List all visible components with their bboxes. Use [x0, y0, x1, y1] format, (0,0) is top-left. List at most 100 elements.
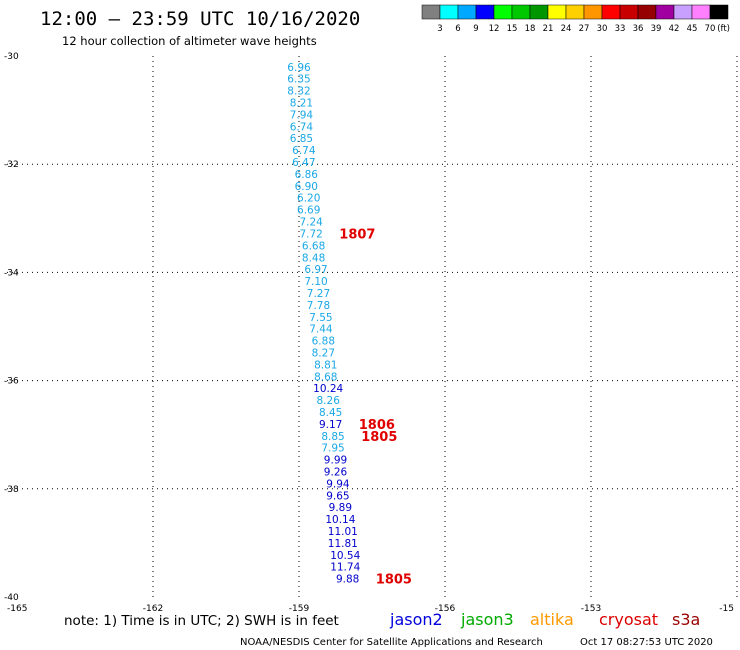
color-scale-label: 18 — [525, 24, 536, 34]
color-swatch — [475, 4, 495, 20]
wave-height-label: 8.32 — [287, 86, 310, 98]
footer-credit: NOAA/NESDIS Center for Satellite Applica… — [240, 637, 543, 648]
grid-lines — [7, 56, 738, 597]
wave-height-label: 8.48 — [302, 252, 325, 264]
color-swatch — [547, 4, 567, 20]
color-scale-label: 21 — [543, 24, 554, 34]
wave-height-label: 6.20 — [297, 193, 320, 205]
time-annotation: 1807 — [339, 227, 375, 242]
wave-height-label: 6.68 — [302, 240, 325, 252]
wave-height-label: 8.85 — [321, 431, 344, 443]
color-scale-label: 3 — [437, 24, 442, 34]
wave-height-label: 8.26 — [317, 395, 341, 407]
x-tick-label: -156 — [435, 604, 456, 614]
wave-height-label: 6.88 — [312, 336, 335, 348]
x-tick-label: -162 — [143, 604, 163, 614]
satellite-legend-s3a: s3a — [672, 610, 700, 629]
wave-height-label: 6.69 — [297, 205, 320, 217]
wave-height-label: 8.81 — [314, 359, 337, 371]
color-swatch — [655, 4, 675, 20]
wave-height-label: 6.85 — [290, 133, 313, 145]
time-annotation: 1806 — [359, 418, 395, 433]
color-swatch — [691, 4, 711, 20]
wave-height-label: 11.01 — [328, 526, 358, 538]
color-scale-label: 45 — [687, 24, 698, 34]
color-scale-label: 6 — [455, 24, 460, 34]
wave-height-label: 9.89 — [329, 502, 352, 514]
satellite-legend-jason2: jason2 — [389, 610, 443, 629]
color-scale-label: 9 — [473, 24, 478, 34]
note-text: note: 1) Time is in UTC; 2) SWH is in fe… — [64, 613, 339, 629]
wave-height-label: 6.47 — [292, 157, 315, 169]
wave-height-label: 7.27 — [307, 288, 330, 300]
satellite-legend-jason3: jason3 — [460, 610, 514, 629]
wave-height-label: 6.96 — [287, 62, 311, 74]
wave-height-label: 9.65 — [326, 490, 349, 502]
wave-height-label: 10.14 — [325, 514, 355, 526]
wave-height-label: 7.44 — [309, 324, 333, 336]
wave-height-label: 8.45 — [319, 407, 342, 419]
wave-height-label: 9.99 — [324, 455, 347, 467]
x-tick-label: -159 — [289, 604, 310, 614]
wave-height-label: 6.35 — [287, 74, 310, 86]
chart-title: 12:00 – 23:59 UTC 10/16/2020 — [40, 8, 360, 30]
wave-height-label: 8.68 — [314, 371, 337, 383]
color-scale-label: 15 — [507, 24, 518, 34]
x-tick-label: -165 — [7, 604, 27, 614]
wave-height-label: 6.97 — [304, 264, 327, 276]
y-tick-label: -36 — [4, 377, 19, 387]
color-scale-label: 12 — [489, 24, 500, 34]
chart-subtitle: 12 hour collection of altimeter wave hei… — [62, 34, 317, 48]
wave-height-label: 6.74 — [290, 121, 314, 133]
color-scale-label: 42 — [669, 24, 680, 34]
color-swatch — [601, 4, 621, 20]
wave-height-label: 7.24 — [299, 217, 323, 229]
y-tick-label: -38 — [4, 485, 19, 495]
y-tick-label: -30 — [4, 52, 19, 62]
color-scale-legend: 3 6 9 12 15 18 21 24 27 30 33 36 39 42 45 70 (ft) — [421, 4, 730, 34]
color-scale-unit: (ft) — [717, 24, 730, 34]
color-scale-label: 30 — [597, 24, 608, 34]
wave-height-label: 6.90 — [295, 181, 318, 193]
wave-height-label: 9.17 — [319, 419, 342, 431]
color-swatch — [637, 4, 657, 20]
color-swatch — [493, 4, 513, 20]
time-annotation: 1805 — [376, 573, 412, 588]
wave-height-label: 11.74 — [330, 562, 360, 574]
color-swatch — [583, 4, 603, 20]
color-swatch — [421, 4, 441, 20]
wave-height-label: 7.94 — [290, 109, 314, 121]
color-swatch — [709, 4, 729, 20]
wave-height-label: 10.24 — [313, 383, 343, 395]
y-tick-label: -32 — [4, 160, 19, 170]
wave-height-values: 6.966.358.328.217.946.746.856.746.476.86… — [287, 62, 360, 586]
wave-height-label: 11.81 — [328, 538, 358, 550]
color-swatch — [439, 4, 459, 20]
y-axis-ticks: -30 -32 -34 -36 -38 -40 — [4, 52, 19, 603]
wave-height-label: 6.86 — [295, 169, 319, 181]
y-tick-label: -40 — [4, 593, 19, 603]
color-scale-label: 24 — [561, 24, 572, 34]
color-scale-label: 70 — [705, 24, 716, 34]
satellite-legend-cryosat: cryosat — [599, 610, 658, 629]
footer-timestamp: Oct 17 08:27:53 UTC 2020 — [580, 637, 713, 648]
color-scale-label: 33 — [615, 24, 626, 34]
x-tick-label: -15 — [719, 604, 734, 614]
color-swatch — [565, 4, 585, 20]
color-swatch — [511, 4, 531, 20]
wave-height-label: 7.95 — [321, 443, 344, 455]
wave-height-label: 7.78 — [307, 300, 330, 312]
x-axis-ticks: -165 -162 -159 -156 -153 -15 — [7, 604, 734, 614]
satellite-legend: jason2 jason3 altika cryosat s3a — [389, 610, 700, 629]
color-swatch — [457, 4, 477, 20]
color-swatch — [529, 4, 549, 20]
y-tick-label: -34 — [4, 268, 19, 278]
satellite-legend-altika: altika — [530, 610, 574, 629]
wave-height-label: 8.27 — [312, 347, 335, 359]
x-tick-label: -153 — [581, 604, 601, 614]
color-scale-label: 27 — [579, 24, 590, 34]
color-swatch — [619, 4, 639, 20]
wave-height-label: 7.55 — [309, 312, 332, 324]
